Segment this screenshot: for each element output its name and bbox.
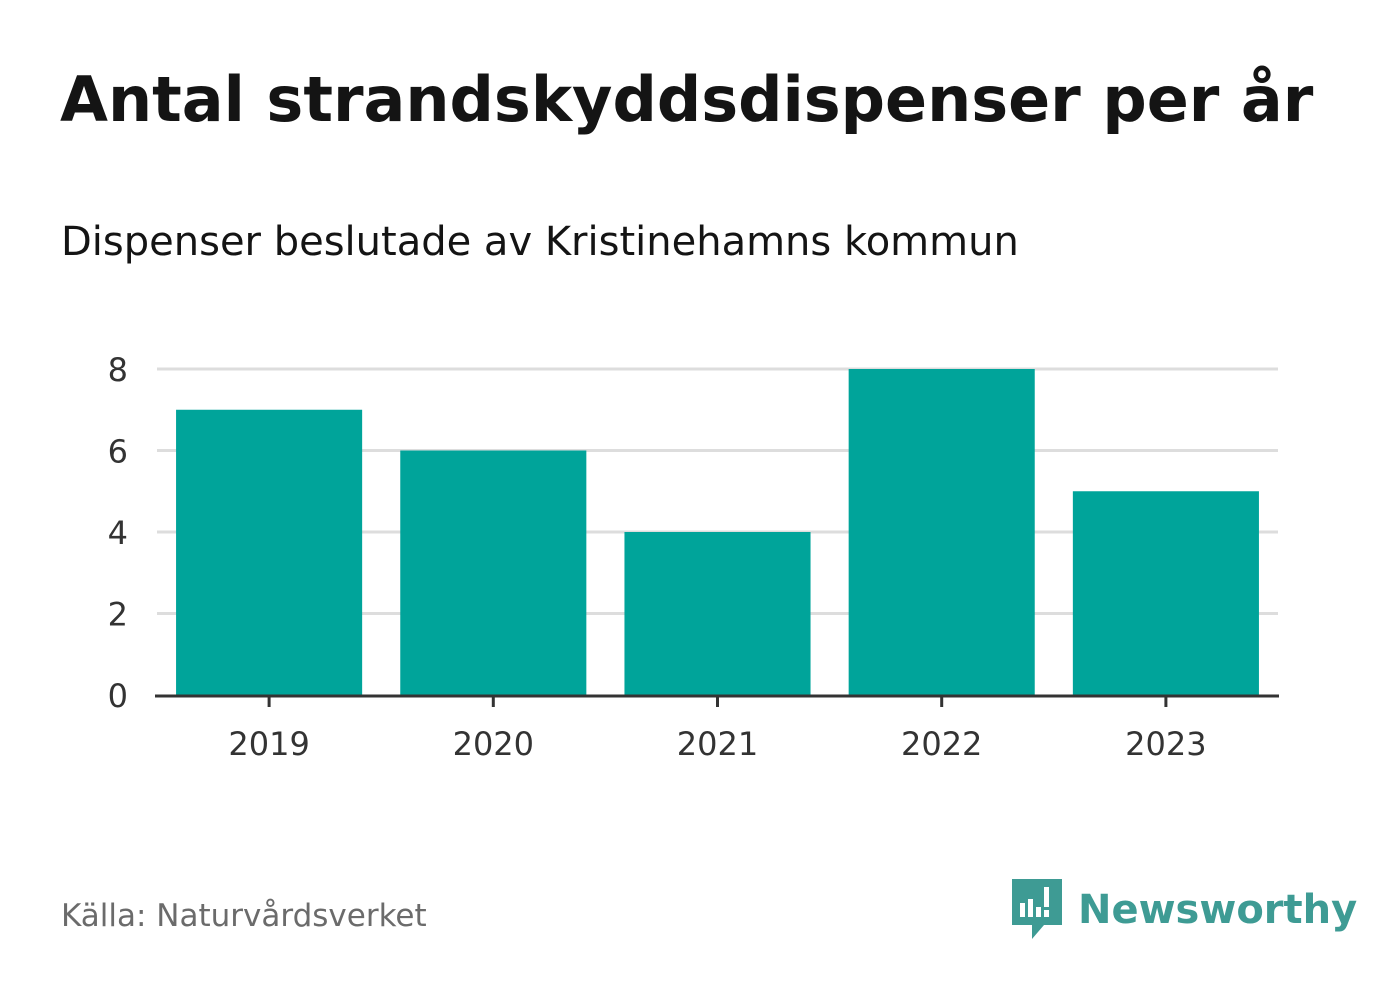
bars bbox=[176, 369, 1259, 695]
y-tick-label: 6 bbox=[108, 433, 128, 471]
bar-2020[interactable] bbox=[400, 450, 587, 696]
newsworthy-logo-icon bbox=[1012, 879, 1062, 939]
y-tick-label: 8 bbox=[108, 351, 128, 389]
x-tick-label: 2023 bbox=[1125, 725, 1206, 763]
bar-2023[interactable] bbox=[1072, 491, 1259, 695]
bar-2021[interactable] bbox=[624, 532, 811, 695]
y-axis-ticks: 0 2 4 6 8 bbox=[108, 351, 128, 715]
x-tick-label: 2019 bbox=[228, 725, 309, 763]
x-tick-label: 2020 bbox=[453, 725, 534, 763]
x-axis-ticks: 2019 2020 2021 2022 2023 bbox=[228, 696, 1207, 763]
y-tick-label: 4 bbox=[108, 514, 128, 552]
x-tick-label: 2022 bbox=[901, 725, 982, 763]
bar-2019[interactable] bbox=[176, 409, 363, 695]
y-tick-label: 0 bbox=[108, 677, 128, 715]
y-tick-label: 2 bbox=[108, 596, 128, 634]
x-tick-label: 2021 bbox=[677, 725, 758, 763]
chart-title: Antal strandskyddsdispenser per år bbox=[60, 63, 1314, 136]
source-note: Källa: Naturvårdsverket bbox=[61, 898, 427, 934]
bar-2022[interactable] bbox=[848, 369, 1035, 695]
chart-subtitle: Dispenser beslutade av Kristinehamns kom… bbox=[61, 219, 1019, 265]
brand-name: Newsworthy bbox=[1078, 887, 1358, 933]
brand-logo[interactable]: Newsworthy bbox=[1012, 878, 1357, 942]
